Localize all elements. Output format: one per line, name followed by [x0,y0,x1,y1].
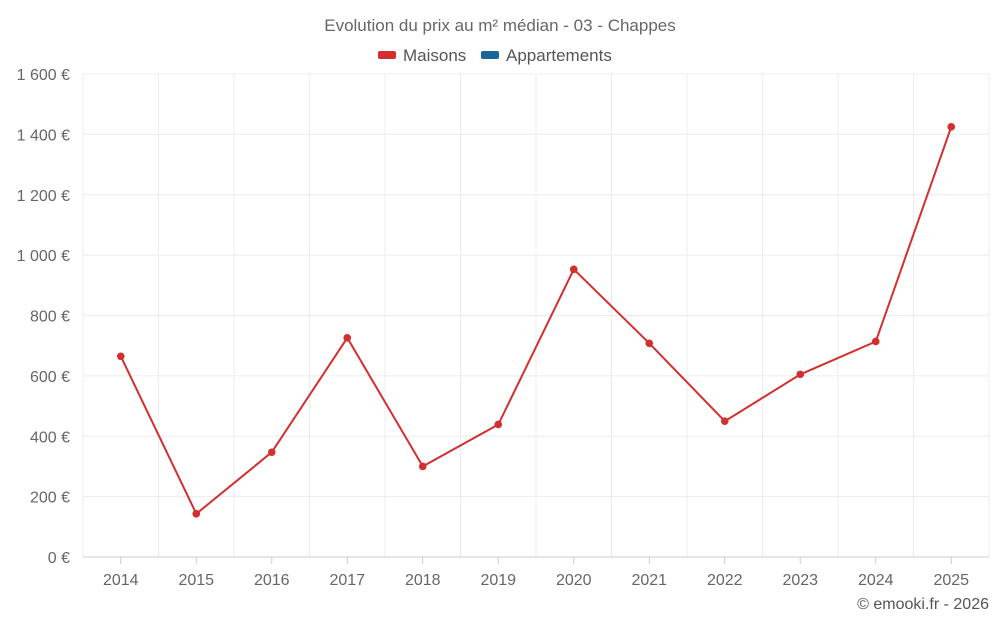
chart-title: Evolution du prix au m² médian - 03 - Ch… [324,16,676,35]
y-tick-label: 1 200 € [17,188,70,205]
x-tick-label: 2021 [631,572,667,589]
data-point[interactable] [645,339,654,348]
data-point[interactable] [720,417,729,425]
credit-text: © emooki.fr - 2026 [857,596,989,613]
data-point[interactable] [796,370,805,379]
legend-label-maisons: Maisons [403,46,466,65]
legend: Maisons Appartements [378,46,612,65]
x-tick-label: 2023 [782,572,818,589]
data-point[interactable] [871,337,880,346]
y-tick-label: 1 400 € [17,127,70,144]
y-tick-label: 600 € [30,369,70,386]
x-tick-label: 2024 [858,572,894,589]
data-point[interactable] [116,352,125,361]
legend-swatch-appartements [481,51,499,59]
y-tick-label: 400 € [30,429,70,446]
legend-swatch-maisons [378,51,396,59]
data-point[interactable] [569,265,578,274]
y-tick-label: 200 € [30,490,70,507]
data-point[interactable] [267,448,276,457]
y-axis-ticks: 0 € 200 € 400 € 600 € 800 € 1 000 € 1 200 € 1 4… [17,67,70,567]
data-point[interactable] [343,334,352,342]
data-point[interactable] [494,420,503,429]
y-tick-label: 1 000 € [17,248,70,265]
data-point[interactable] [418,462,427,471]
series [116,123,956,518]
x-tick-label: 2017 [329,572,365,589]
data-point[interactable] [947,123,956,131]
x-tick-label: 2015 [178,572,214,589]
legend-item-maisons[interactable]: Maisons [378,46,466,65]
x-tick-label: 2018 [405,572,441,589]
grid [82,73,990,558]
legend-item-appartements[interactable]: Appartements [481,46,612,65]
x-tick-label: 2025 [933,572,969,589]
series-line-maisons [119,126,953,516]
x-tick-label: 2014 [103,572,139,589]
x-axis-ticks: 2014 2015 2016 2017 2018 2019 2020 2021 2022 2023… [103,557,969,589]
x-tick-label: 2019 [480,572,516,589]
y-tick-label: 1 600 € [17,67,70,84]
x-tick-label: 2022 [707,572,743,589]
data-point[interactable] [192,510,201,518]
x-tick-label: 2016 [254,572,290,589]
legend-label-appartements: Appartements [506,46,612,65]
y-tick-label: 0 € [48,550,70,567]
y-tick-label: 800 € [30,309,70,326]
x-tick-label: 2020 [556,572,592,589]
